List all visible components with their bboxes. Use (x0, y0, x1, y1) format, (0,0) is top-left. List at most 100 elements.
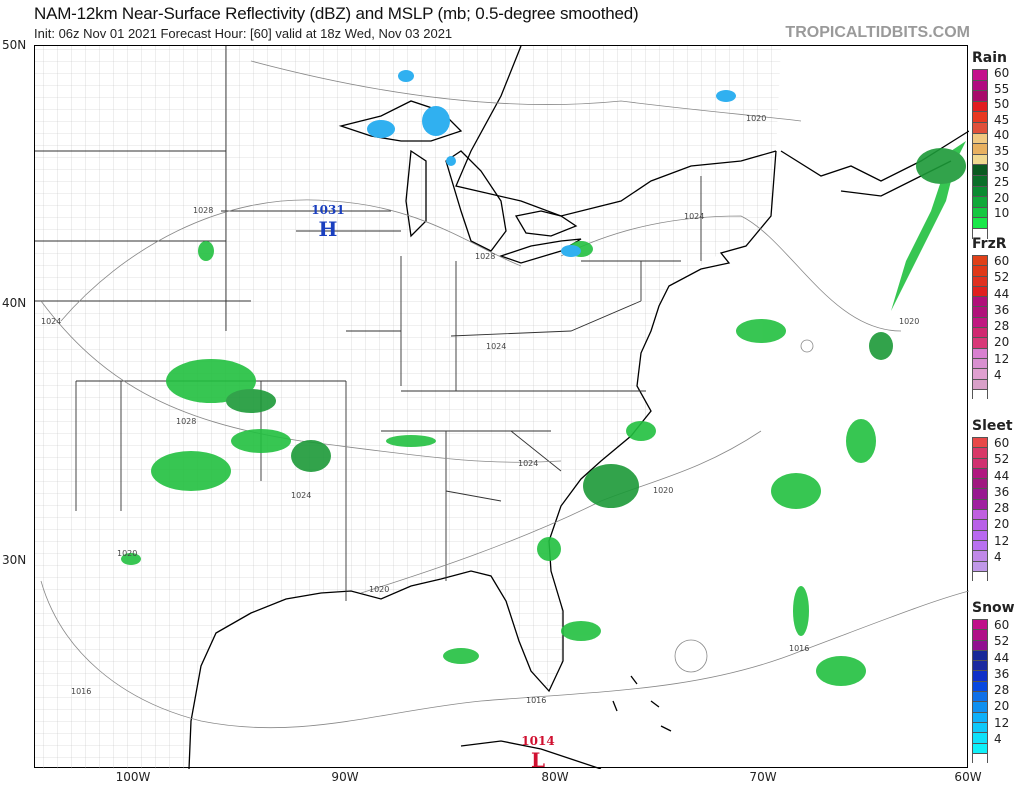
svg-text:1016: 1016 (526, 696, 546, 705)
legend-value: 35 (994, 144, 1010, 158)
svg-text:1028: 1028 (475, 252, 495, 261)
lon-label: 90W (331, 770, 359, 784)
legend-swatch (972, 306, 988, 317)
lon-label: 80W (541, 770, 569, 784)
lon-label: 60W (954, 770, 982, 784)
legend-swatch (972, 732, 988, 743)
legend-value: 20 (994, 190, 1010, 205)
legend-swatch (972, 217, 988, 228)
legend-swatch (972, 447, 988, 458)
legend-snow: Snow 60 52 44 36 28 20 12 4 (972, 600, 1022, 764)
svg-text:1020: 1020 (653, 486, 673, 495)
legend-swatch (972, 701, 988, 712)
legend-value: 20 (994, 517, 1010, 532)
legend-swatch (972, 164, 988, 175)
isobar-labels: 1028 1024 1028 1028 1024 1024 1024 1020 … (41, 114, 919, 705)
legend-value: 52 (994, 270, 1010, 285)
legend-value: 28 (994, 319, 1010, 333)
legend-swatch (972, 357, 988, 369)
legend-value: 36 (994, 666, 1010, 681)
svg-text:1028: 1028 (176, 417, 196, 426)
legend-value: 12 (994, 715, 1010, 730)
svg-text:1024: 1024 (518, 459, 538, 468)
legend-value: 36 (994, 484, 1010, 499)
svg-text:L: L (531, 748, 545, 769)
legend-swatch (972, 327, 988, 338)
legend-swatch (972, 560, 988, 571)
legend-swatch (972, 255, 988, 266)
legend-swatch (972, 437, 988, 448)
isobars (40, 60, 970, 729)
precipitation-snow (367, 70, 736, 257)
svg-text:1024: 1024 (684, 212, 704, 221)
legend-value: 36 (994, 302, 1010, 317)
legend-swatch (972, 649, 988, 661)
lon-label: 70W (749, 770, 777, 784)
legend-swatch (972, 691, 988, 702)
legend-swatch (972, 629, 988, 640)
low-pressure-center: 1014 L (521, 734, 554, 772)
legend-value: 40 (994, 128, 1010, 143)
reflectivity-map: 1028 1024 1028 1028 1024 1024 1024 1020 … (34, 45, 970, 772)
legend-sleet: Sleet 60 52 44 36 28 20 12 4 (972, 418, 1022, 582)
legend-value: 44 (994, 650, 1010, 665)
legend-value: 4 (994, 731, 1002, 746)
legend-swatch (972, 752, 988, 764)
legend-swatch (972, 227, 988, 239)
legend-swatch (972, 498, 988, 510)
svg-text:1031: 1031 (311, 203, 344, 217)
legend-swatch (972, 378, 988, 389)
coastlines (188, 45, 970, 770)
legend-frzr: FrzR 60 52 44 36 28 20 12 4 (972, 236, 1022, 400)
legend-swatch (972, 670, 988, 681)
legend-value: 28 (994, 501, 1010, 515)
svg-text:1024: 1024 (291, 491, 311, 500)
legend-value: 44 (994, 468, 1010, 483)
legend-swatch (972, 519, 988, 530)
legend-value: 52 (994, 634, 1010, 649)
legend-swatch (972, 296, 988, 307)
legend-swatch (972, 143, 988, 154)
map-svg: 1028 1024 1028 1028 1024 1024 1024 1020 … (35, 45, 970, 772)
legend-swatch (972, 478, 988, 489)
legend-value: 60 (994, 436, 1010, 450)
legend-swatch (972, 457, 988, 468)
svg-text:1020: 1020 (899, 317, 919, 326)
legend-value: 10 (994, 206, 1010, 221)
lat-label: 40N (2, 296, 27, 310)
legend-swatch (972, 711, 988, 722)
svg-text:1014: 1014 (521, 734, 554, 748)
legend-swatch (972, 316, 988, 328)
legend-swatch (972, 132, 988, 144)
legend-value: 60 (994, 254, 1010, 268)
legend-swatch (972, 185, 988, 197)
legend-title: Rain (972, 50, 1007, 66)
lon-label: 100W (115, 770, 151, 784)
legend-value: 60 (994, 618, 1010, 632)
svg-text:1024: 1024 (41, 317, 61, 326)
legend-swatch (972, 539, 988, 551)
legend-title: Sleet (972, 418, 1013, 434)
svg-text:H: H (319, 217, 338, 241)
svg-text:1020: 1020 (746, 114, 766, 123)
legend-swatch (972, 285, 988, 297)
map-title: NAM-12km Near-Surface Reflectivity (dBZ)… (34, 4, 639, 23)
lat-label: 30N (2, 553, 27, 567)
legend-value: 55 (994, 81, 1010, 96)
legend-swatch (972, 639, 988, 650)
svg-text:1028: 1028 (193, 206, 213, 215)
legend-swatch (972, 660, 988, 671)
legend-swatch (972, 347, 988, 358)
legend-value: 12 (994, 533, 1010, 548)
legend-title: FrzR (972, 236, 1007, 252)
legend-swatch (972, 467, 988, 479)
legend-swatch (972, 69, 988, 80)
legend-value: 50 (994, 97, 1010, 112)
legend-swatch (972, 206, 988, 218)
lat-label: 50N (2, 38, 27, 52)
legend-swatch (972, 153, 988, 165)
svg-text:1024: 1024 (486, 342, 506, 351)
legend-swatch (972, 570, 988, 582)
legend-swatch (972, 680, 988, 692)
legend-value: 52 (994, 452, 1010, 467)
